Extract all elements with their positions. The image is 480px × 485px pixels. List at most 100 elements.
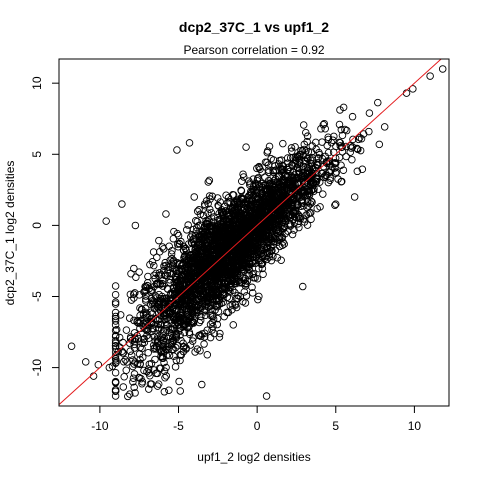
data-point <box>136 355 144 364</box>
data-point <box>141 297 150 305</box>
data-point <box>213 314 222 323</box>
data-point <box>220 312 228 321</box>
data-point <box>261 196 269 205</box>
data-point <box>172 329 181 338</box>
data-point <box>253 229 262 237</box>
data-point <box>195 246 204 255</box>
data-point <box>303 137 311 146</box>
data-point <box>188 308 197 316</box>
data-point <box>176 280 184 288</box>
data-point <box>111 290 120 299</box>
data-point <box>177 316 185 325</box>
data-point <box>161 374 169 382</box>
data-point <box>186 259 194 267</box>
data-point <box>380 123 389 131</box>
data-point <box>319 121 328 129</box>
y-tick-label: 5 <box>30 151 44 158</box>
data-point <box>229 321 237 329</box>
data-point <box>346 148 355 156</box>
data-point <box>204 293 212 301</box>
data-point <box>196 316 205 325</box>
data-point <box>251 274 259 282</box>
data-point <box>263 147 272 155</box>
data-point <box>232 252 241 261</box>
data-point <box>251 239 260 247</box>
data-point <box>274 183 283 191</box>
data-point <box>199 211 208 220</box>
data-point <box>208 326 216 334</box>
points-layer <box>67 65 447 401</box>
data-point <box>194 239 202 247</box>
data-point <box>171 276 180 284</box>
data-point <box>214 232 223 240</box>
data-point <box>132 273 140 281</box>
data-point <box>240 288 249 296</box>
data-point <box>153 382 162 390</box>
data-point <box>170 301 179 309</box>
data-point <box>203 350 212 359</box>
data-point <box>287 144 296 152</box>
data-point <box>321 124 329 133</box>
data-point <box>207 209 216 217</box>
data-point <box>269 172 277 181</box>
data-point <box>136 304 144 312</box>
data-point <box>267 243 275 252</box>
data-point <box>256 203 264 211</box>
y-tick-label: 10 <box>30 76 44 90</box>
data-point <box>438 65 447 73</box>
data-point <box>191 231 200 240</box>
data-point <box>111 386 120 394</box>
data-point <box>234 291 242 300</box>
data-point <box>150 366 158 374</box>
data-point <box>166 324 174 333</box>
y-tick-label: -10 <box>30 359 44 377</box>
data-point <box>237 210 246 218</box>
data-point <box>342 126 351 135</box>
data-point <box>221 225 229 233</box>
data-point <box>258 264 267 273</box>
data-point <box>258 233 267 241</box>
data-point <box>130 316 138 325</box>
data-point <box>245 177 253 185</box>
data-point <box>278 186 287 194</box>
data-point <box>194 302 202 310</box>
data-point <box>277 190 285 198</box>
data-point <box>152 342 161 351</box>
data-point <box>357 134 366 143</box>
data-point <box>324 178 333 187</box>
data-point <box>299 168 307 177</box>
data-point <box>226 253 235 261</box>
data-point <box>348 112 357 121</box>
data-point <box>237 264 246 272</box>
data-point <box>298 147 307 155</box>
data-point <box>152 269 160 278</box>
data-point <box>245 212 254 220</box>
data-point <box>204 178 212 186</box>
data-point <box>318 138 326 146</box>
data-point <box>204 200 212 208</box>
data-point <box>143 310 151 318</box>
data-point <box>196 260 204 269</box>
data-point <box>133 360 142 368</box>
data-point <box>323 157 331 166</box>
data-point <box>131 289 139 297</box>
data-point <box>304 148 313 156</box>
data-point <box>246 197 254 206</box>
data-point <box>241 299 250 307</box>
data-point <box>193 207 202 216</box>
data-point <box>167 250 176 258</box>
data-point <box>227 227 236 236</box>
data-point <box>119 358 128 366</box>
data-point <box>204 209 212 217</box>
data-point <box>269 167 277 175</box>
x-axis-label: upf1_2 log2 densities <box>197 450 310 464</box>
data-point <box>339 103 348 112</box>
data-point <box>279 139 287 148</box>
data-point <box>239 170 247 178</box>
data-point <box>298 172 306 180</box>
data-point <box>161 258 169 267</box>
data-point <box>253 175 262 183</box>
data-point <box>209 218 217 226</box>
data-point <box>223 308 231 317</box>
data-point <box>154 325 163 334</box>
